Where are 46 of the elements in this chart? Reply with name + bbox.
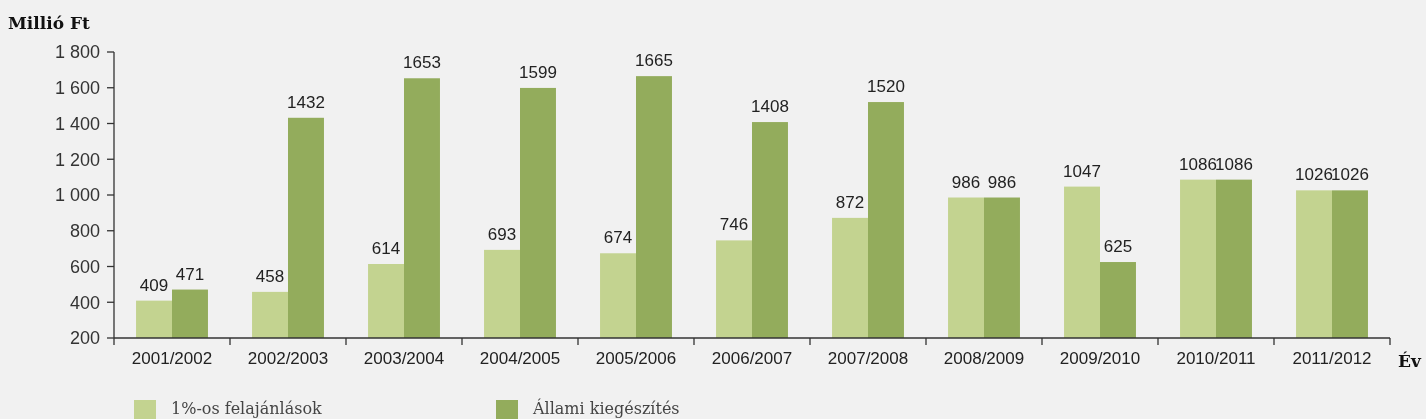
data-label: 1408 xyxy=(751,97,789,117)
data-label: 1086 xyxy=(1179,154,1217,174)
x-tick-label: 2011/2012 xyxy=(1292,349,1372,368)
data-label: 1653 xyxy=(403,53,441,73)
data-label: 746 xyxy=(719,215,749,235)
data-label: 1026 xyxy=(1331,165,1369,185)
data-label: 693 xyxy=(487,224,517,244)
y-tick-label: 1 800 xyxy=(54,42,100,63)
data-label: 1432 xyxy=(287,92,325,112)
y-tick-label: 200 xyxy=(69,328,100,349)
y-tick-label: 800 xyxy=(69,221,100,242)
legend-label: Állami kiegészítés xyxy=(532,398,680,418)
data-label: 1599 xyxy=(519,62,557,82)
data-label: 1665 xyxy=(635,51,673,71)
x-tick-label: 2006/2007 xyxy=(711,349,793,368)
y-tick-label: 1 600 xyxy=(54,78,100,99)
data-label: 1086 xyxy=(1215,154,1253,174)
x-tick-label: 2002/2003 xyxy=(247,349,329,368)
x-tick-label: 2004/2005 xyxy=(479,349,561,368)
x-tick-label: 2005/2006 xyxy=(595,349,677,368)
x-axis-title: Év xyxy=(1398,351,1422,371)
x-tick-label: 2009/2010 xyxy=(1059,349,1141,368)
x-tick-label: 2003/2004 xyxy=(363,349,445,368)
x-tick-label: 2001/2002 xyxy=(131,349,213,368)
y-tick-label: 1 000 xyxy=(54,185,100,206)
data-label: 986 xyxy=(951,172,981,192)
x-tick-label: 2008/2009 xyxy=(943,349,1025,368)
x-tick-label: 2010/2011 xyxy=(1176,349,1256,368)
data-label: 614 xyxy=(371,239,401,258)
y-tick-label: 400 xyxy=(69,292,100,313)
data-label: 471 xyxy=(175,264,205,284)
data-label: 674 xyxy=(603,228,633,248)
y-axis-title: Millió Ft xyxy=(8,13,90,33)
legend-label: 1%-os felajánlások xyxy=(171,399,323,418)
data-label: 872 xyxy=(835,192,865,212)
y-tick-label: 1 400 xyxy=(54,113,100,134)
data-label: 986 xyxy=(987,172,1017,192)
data-label: 1520 xyxy=(867,77,905,97)
x-tick-label: 2007/2008 xyxy=(827,349,909,368)
data-label: 409 xyxy=(139,275,169,295)
data-label: 458 xyxy=(255,266,285,286)
data-label: 1026 xyxy=(1295,165,1333,185)
data-label: 625 xyxy=(1103,237,1133,257)
y-tick-label: 600 xyxy=(69,256,100,277)
y-tick-label: 1 200 xyxy=(54,149,100,170)
data-label: 1047 xyxy=(1063,161,1101,181)
